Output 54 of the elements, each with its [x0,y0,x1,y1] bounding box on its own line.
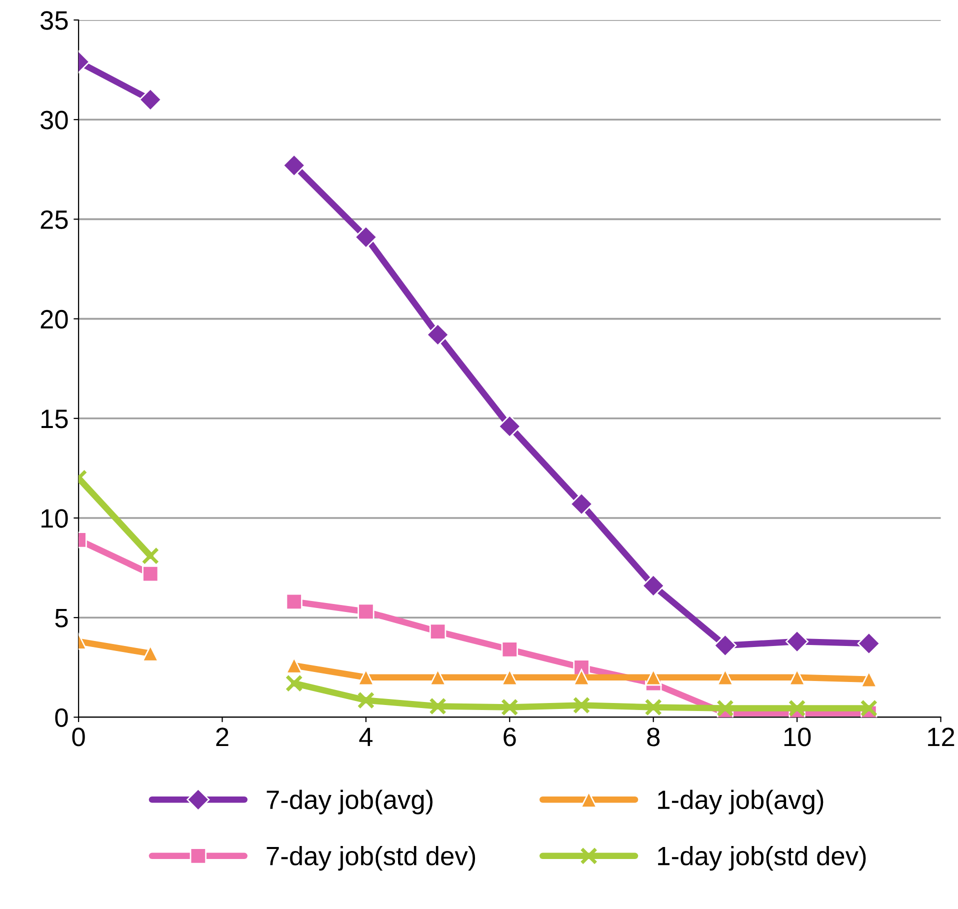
point [786,630,809,653]
point [354,226,378,249]
x-tick-label: 4 [359,728,373,746]
point [358,603,374,620]
y-tick-label: 10 [41,509,68,528]
point [644,698,662,716]
point [286,593,302,610]
point [645,669,662,686]
point [357,692,375,709]
point [642,574,665,598]
x-tick-label: 6 [504,728,516,746]
point [500,698,518,716]
point [714,634,737,657]
x-tick-label: 12 [928,728,954,746]
point [716,669,734,686]
x-tick-label: 2 [216,728,228,746]
point [429,669,446,686]
point [426,323,450,346]
point [857,632,880,655]
point [716,700,734,717]
point [788,700,806,717]
point [429,698,446,715]
point [501,641,518,658]
y-tick-label: 20 [40,310,68,329]
point [498,414,522,438]
point [573,669,590,686]
point [429,623,446,640]
point [285,674,303,692]
point [572,696,590,714]
point [501,669,518,686]
y-tick-label: 5 [55,609,68,628]
point [788,669,806,686]
y-tick-label: 25 [40,210,68,230]
point [860,671,878,688]
point [860,700,878,717]
y-tick-label: 30 [40,110,68,130]
point [282,154,306,177]
legend-label: 1-day job(std dev) [658,846,866,871]
legend-label: 7-day job(std dev) [266,846,476,871]
legend-label: 1-day job(avg) [658,790,824,814]
point [142,645,159,662]
x-tick-label: 0 [72,728,85,746]
point [286,657,302,674]
x-tick-label: 10 [784,728,811,746]
legend-label: 7-day job(avg) [266,790,433,814]
x-tick-label: 8 [647,728,660,746]
y-tick-label: 15 [41,410,68,428]
point [358,669,374,686]
point [142,547,160,565]
point [138,88,162,112]
point [570,492,594,516]
y-tick-label: 35 [40,11,68,30]
point [142,565,159,582]
y-tick-label: 0 [55,708,68,728]
